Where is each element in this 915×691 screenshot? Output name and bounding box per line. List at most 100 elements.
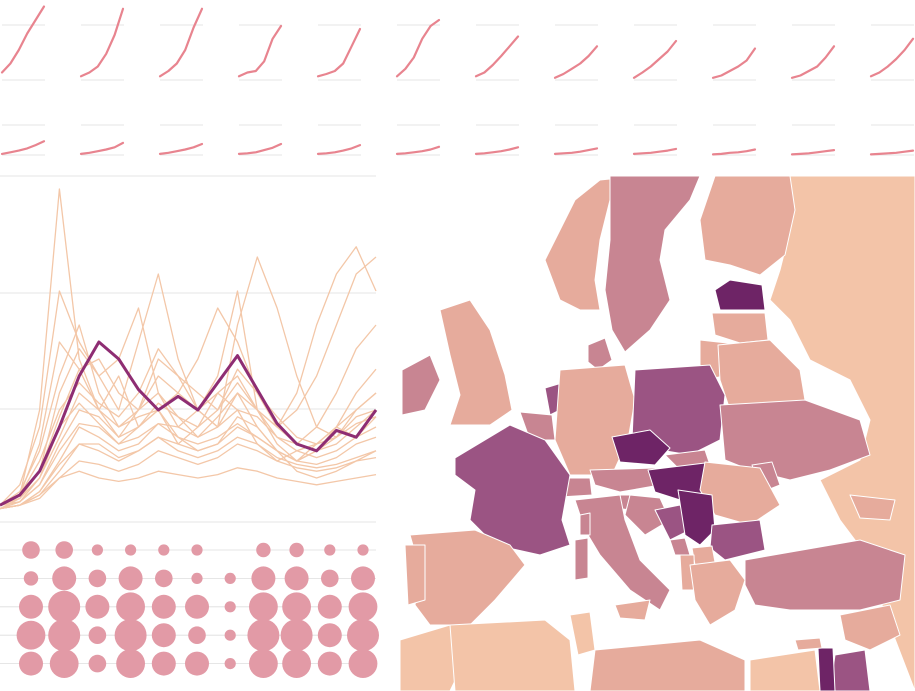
region-latvia	[711, 312, 769, 344]
bubble-mark	[116, 649, 145, 678]
region-sweden	[604, 175, 701, 353]
bubble-mark	[317, 623, 342, 648]
bubble-mark	[88, 654, 107, 673]
region-serbia	[677, 489, 716, 546]
background-series-line	[0, 368, 377, 510]
bubble-mark	[324, 544, 336, 556]
bubble-mark	[151, 594, 176, 619]
bubble-mark	[88, 626, 107, 644]
region-bulgaria	[709, 519, 766, 561]
sparkline-series	[869, 149, 915, 156]
background-series-line	[0, 341, 377, 506]
sparkline-series	[790, 149, 836, 156]
bubble-mark	[19, 651, 43, 676]
sparkline-series	[869, 37, 915, 78]
bubble-mark	[118, 566, 143, 591]
bubble-mark	[48, 619, 81, 652]
sparkline-series	[790, 45, 836, 79]
sparkline-series	[316, 144, 362, 155]
bubble-mark	[256, 542, 271, 558]
sparkline-series	[237, 142, 283, 155]
bubble-mark	[23, 571, 39, 586]
region-spain	[409, 529, 526, 626]
bubble-mark	[282, 649, 311, 678]
background-series-line	[0, 188, 377, 506]
multi-series-line-chart	[0, 175, 378, 523]
bubble-mark	[151, 651, 176, 676]
region-montenegro	[669, 537, 691, 556]
background-series-line	[0, 358, 377, 506]
sparkline-series	[158, 142, 204, 155]
background-series-line	[0, 436, 377, 510]
sparkline-series	[711, 148, 757, 156]
sparkline-series	[79, 7, 125, 78]
bubble-mark	[155, 569, 173, 588]
region-libya	[589, 639, 746, 691]
region-georgia	[849, 494, 896, 521]
sparkline-series	[0, 5, 46, 74]
bubble-mark	[347, 619, 379, 652]
bubble-mark	[91, 544, 103, 556]
bubble-mark	[289, 542, 304, 558]
region-tunisia	[569, 611, 596, 656]
sparkline-series	[474, 35, 520, 78]
bubble-mark	[251, 566, 276, 591]
sparkline-series	[158, 7, 204, 78]
region-cyprus	[794, 637, 823, 651]
region-portugal	[404, 544, 426, 606]
region-israel	[817, 647, 836, 691]
region-algeria	[449, 619, 576, 691]
bubble-mark	[224, 629, 236, 641]
region-jordan	[829, 649, 871, 691]
background-series-line	[0, 256, 377, 510]
background-series-line	[0, 443, 377, 510]
background-series-line	[0, 307, 377, 510]
background-series-line	[0, 256, 377, 506]
bubble-mark	[52, 566, 77, 591]
sparkline-series	[553, 45, 599, 79]
bubble-mark	[116, 592, 145, 622]
sparkline-series	[0, 140, 46, 155]
bubble-mark	[317, 594, 342, 619]
region-syria	[839, 604, 901, 651]
bubble-mark	[249, 649, 278, 678]
bubble-mark	[185, 651, 209, 676]
region-croatia	[624, 494, 671, 536]
region-ireland	[401, 354, 441, 416]
bubble-mark	[55, 541, 73, 559]
sparkline-series	[632, 39, 678, 79]
bubble-mark	[224, 601, 236, 613]
bubble-mark	[249, 592, 278, 622]
bubble-mark	[88, 569, 107, 588]
background-series-line	[0, 324, 377, 506]
bubble-mark	[49, 649, 79, 678]
region-uk	[439, 299, 513, 426]
bubble-mark	[185, 594, 209, 619]
sparkline-series	[711, 47, 757, 79]
background-series-line	[0, 402, 377, 506]
bubble-mark	[351, 566, 375, 591]
region-greece	[689, 559, 746, 626]
bubble-mark	[317, 651, 342, 676]
sparkline-series	[237, 24, 283, 78]
region-ukraine	[719, 399, 871, 481]
bubble-mark	[280, 619, 313, 652]
sparkline-series	[632, 147, 678, 155]
region-austria	[589, 467, 661, 493]
region-denmark	[587, 337, 613, 371]
sparkline-series	[395, 18, 441, 78]
bubble-mark	[224, 572, 236, 585]
region-france	[454, 424, 571, 556]
region-estonia	[714, 279, 766, 311]
bubble-mark	[158, 544, 170, 556]
europe-choropleth-map	[399, 175, 915, 691]
bubble-mark	[247, 619, 280, 652]
bubble-mark	[22, 541, 40, 559]
bubble-mark	[348, 592, 378, 622]
region-corsica	[579, 512, 591, 536]
bubble-mark	[85, 594, 110, 619]
bubble-mark	[19, 594, 43, 619]
sparkline-grid	[0, 5, 915, 156]
background-series-line	[0, 290, 377, 506]
